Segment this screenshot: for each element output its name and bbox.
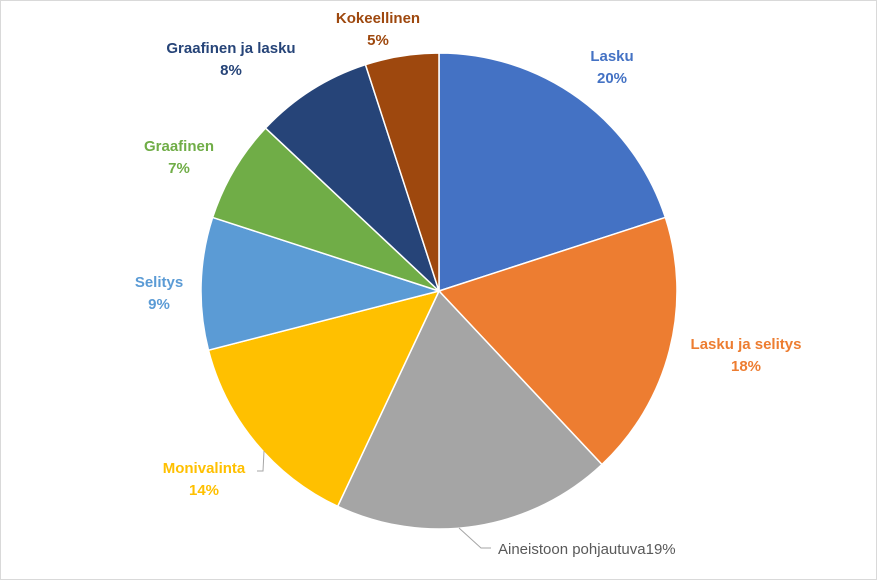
- leader-line-aineistoon-pohjautuva: [458, 527, 491, 549]
- leader-line-monivalinta: [257, 450, 265, 472]
- pie-slice-lasku: [438, 52, 667, 293]
- data-label-percent: 18%: [731, 358, 761, 375]
- data-label-category: Lasku ja selitys: [691, 336, 802, 353]
- data-label-category: Graafinen ja lasku: [166, 40, 295, 57]
- pie-slice-monivalinta: [207, 289, 441, 508]
- data-label-lasku: Lasku 20%: [590, 48, 633, 87]
- pie-slice-lasku-ja-selitys: [437, 216, 678, 466]
- data-label-category: Lasku: [590, 48, 633, 65]
- data-label-percent: 9%: [148, 296, 170, 313]
- data-label-selitys: Selitys 9%: [135, 274, 183, 313]
- pie-slice-kokeellinen: [364, 52, 440, 292]
- data-labels: Lasku 20% Lasku ja selitys 18% Aineistoon po…: [135, 10, 802, 558]
- pie-slice-selitys: [200, 216, 442, 352]
- data-label-category: Selitys: [135, 274, 183, 291]
- pie-slice-aineistoon-pohjautuva: [336, 289, 603, 530]
- data-label-category: Kokeellinen: [336, 10, 420, 27]
- data-label-category: Graafinen: [144, 138, 214, 155]
- pie-slice-graafinen: [211, 127, 440, 292]
- data-label-graafinen-ja-lasku: Graafinen ja lasku 8%: [166, 40, 295, 79]
- data-label-percent: 14%: [189, 482, 219, 499]
- data-label-graafinen: Graafinen 7%: [144, 138, 214, 177]
- data-label-monivalinta: Monivalinta 14%: [163, 460, 246, 499]
- data-label-aineistoon-pohjautuva: Aineistoon pohjautuva19%: [498, 541, 676, 558]
- data-label-category: Monivalinta: [163, 460, 246, 477]
- data-label-percent: 19%: [646, 541, 676, 558]
- data-label-lasku-ja-selitys: Lasku ja selitys 18%: [691, 336, 802, 375]
- data-label-percent: 20%: [597, 70, 627, 87]
- pie-slices: [200, 52, 678, 530]
- data-label-category: Aineistoon pohjautuva: [498, 541, 646, 558]
- data-label-percent: 5%: [367, 32, 389, 49]
- data-label-kokeellinen: Kokeellinen 5%: [336, 10, 420, 49]
- data-label-percent: 7%: [168, 160, 190, 177]
- leader-lines: [257, 450, 491, 549]
- pie-slice-graafinen-ja-lasku: [264, 63, 440, 292]
- data-label-percent: 8%: [220, 62, 242, 79]
